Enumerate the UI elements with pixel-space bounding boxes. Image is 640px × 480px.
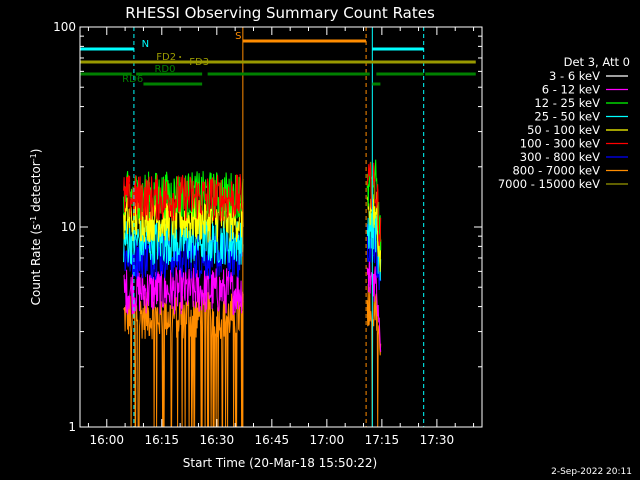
flag-label-fd2: FD2 (156, 52, 176, 63)
x-tick-label: 17:00 (310, 433, 345, 447)
legend-header: Det 3, Att 0 (564, 55, 630, 69)
y-tick-label: 1 (68, 420, 76, 434)
x-tick-label: 17:15 (365, 433, 400, 447)
y-axis-label: Count Rate (s-1 detector-1) (29, 149, 44, 306)
series-trace-25-50keV (123, 218, 244, 265)
flag-label-fd3: FD3 (189, 57, 209, 68)
x-tick-label: 16:30 (200, 433, 235, 447)
legend-label: 25 - 50 keV (534, 110, 600, 124)
legend-label: 6 - 12 keV (542, 83, 600, 97)
flag-bars: N S FD2 FD3 RD0 RD6 (80, 31, 476, 86)
series-trace-100-300keV (123, 173, 244, 223)
y-axis-ticks: 1 10 100 (53, 20, 482, 434)
x-axis-ticks: 16:00 16:15 16:30 16:45 17:00 17:15 17:30 (87, 27, 475, 447)
series-trace-6-12keV (123, 266, 244, 316)
data-layer (123, 159, 382, 428)
flag-label-n: N (142, 39, 149, 50)
x-tick-label: 16:15 (144, 433, 179, 447)
chart-title: RHESSI Observing Summary Count Rates (125, 4, 435, 22)
flag-label-rd6: RD6 (122, 74, 143, 85)
x-tick-label: 17:30 (420, 433, 455, 447)
legend-label: 800 - 7000 keV (512, 164, 600, 178)
series-trace-50-100keV (366, 191, 382, 272)
series-trace-25-50keV (366, 206, 382, 281)
y-tick-label: 10 (61, 220, 76, 234)
legend-label: 100 - 300 keV (520, 137, 600, 151)
series-trace-100-300keV (366, 162, 382, 246)
legend-label: 300 - 800 keV (520, 150, 600, 164)
timestamp: 2-Sep-2022 20:11 (551, 467, 632, 477)
legend-label: 50 - 100 keV (527, 123, 600, 137)
x-tick-label: 16:00 (89, 433, 124, 447)
time-markers (133, 27, 425, 427)
y-tick-label: 100 (53, 20, 76, 34)
series-trace-800-7000keV (366, 284, 382, 428)
x-axis-label: Start Time (20-Mar-18 15:50:22) (183, 456, 377, 470)
legend-label: 12 - 25 keV (534, 96, 600, 110)
flag-dot (179, 56, 182, 58)
series-trace-800-7000keV (123, 292, 244, 428)
flag-label-rd0: RD0 (154, 64, 175, 75)
legend-label: 3 - 6 keV (549, 69, 600, 83)
series-trace-6-12keV (366, 260, 382, 352)
x-tick-label: 16:45 (255, 433, 290, 447)
flag-label-s: S (235, 31, 241, 42)
legend-label: 7000 - 15000 keV (498, 177, 600, 191)
